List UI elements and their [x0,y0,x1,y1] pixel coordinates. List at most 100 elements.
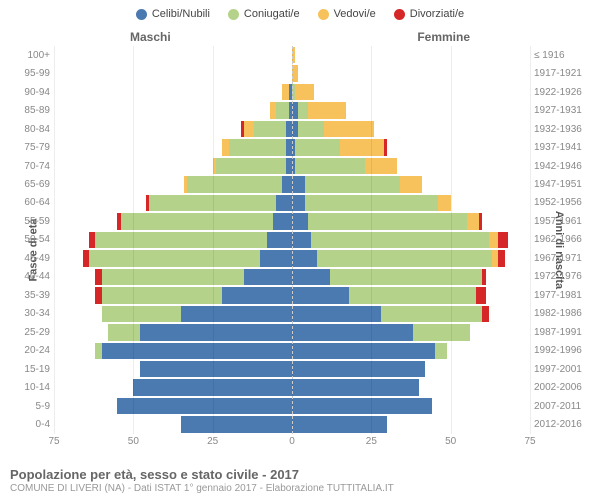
bar-segment [489,232,499,248]
age-label: 90-94 [12,87,50,98]
age-label: 75-79 [12,142,50,153]
bar-segment [413,324,470,340]
bar-segment [365,158,397,174]
grid-line [213,46,214,434]
bar-segment [140,361,292,377]
birth-year-label: 1972-1976 [534,271,590,282]
grid-line [451,46,452,434]
bar-segment [216,158,286,174]
female-bar [292,121,375,137]
bar-segment [305,176,400,192]
bar-segment [108,324,140,340]
bar-segment [282,176,292,192]
bar-segment [229,139,286,155]
grid-line [371,46,372,434]
footer-subtitle: COMUNE DI LIVERI (NA) - Dati ISTAT 1° ge… [10,483,590,494]
legend-swatch [136,9,147,20]
age-label: 20-24 [12,345,50,356]
female-bar [292,361,425,377]
grid-line [54,46,55,434]
female-bar [292,250,505,266]
female-bar [292,176,422,192]
x-tick-label: 50 [445,436,456,447]
bar-segment [95,232,266,248]
bar-segment [292,324,413,340]
x-axis: 7550250255075 [54,436,530,450]
bar-segment [381,306,483,322]
age-label: 0-4 [12,419,50,430]
male-bar [241,121,292,137]
birth-year-label: 1977-1981 [534,290,590,301]
plot-area: 100+≤ 191695-991917-192190-941922-192685… [54,46,530,434]
birth-year-label: 1917-1921 [534,68,590,79]
male-bar [95,287,292,303]
x-tick-label: 25 [366,436,377,447]
bar-segment [298,121,323,137]
female-bar [292,379,419,395]
bar-segment [292,176,305,192]
male-bar [184,176,292,192]
x-tick-label: 25 [207,436,218,447]
legend-item: Divorziati/e [394,8,464,20]
bar-segment [181,306,292,322]
birth-year-label: 1952-1956 [534,197,590,208]
birth-year-label: 2007-2011 [534,401,590,412]
female-bar [292,139,387,155]
bar-segment [292,232,311,248]
bar-segment [117,398,292,414]
male-bar [102,306,292,322]
legend-label: Vedovi/e [334,8,376,20]
bar-segment [476,287,486,303]
bar-segment [244,269,292,285]
bar-segment [292,213,308,229]
age-label: 5-9 [12,401,50,412]
age-label: 65-69 [12,179,50,190]
grid-line [530,46,531,434]
male-bar [95,343,292,359]
bar-segment [254,121,286,137]
legend-item: Coniugati/e [228,8,300,20]
bar-segment [121,213,273,229]
bar-segment [276,195,292,211]
age-label: 45-49 [12,253,50,264]
age-label: 100+ [12,50,50,61]
x-tick-label: 75 [524,436,535,447]
birth-year-label: 1947-1951 [534,179,590,190]
female-bar [292,232,508,248]
birth-year-label: 1942-1946 [534,161,590,172]
bar-segment [384,139,387,155]
age-label: 30-34 [12,308,50,319]
birth-year-label: 1982-1986 [534,308,590,319]
birth-year-label: 1932-1936 [534,124,590,135]
birth-year-label: 1987-1991 [534,327,590,338]
male-bar [95,269,292,285]
female-bar [292,84,314,100]
age-label: 40-44 [12,271,50,282]
bar-segment [89,250,260,266]
female-bar [292,306,489,322]
bar-segment [273,213,292,229]
bar-segment [102,269,245,285]
bar-segment [292,398,432,414]
age-label: 10-14 [12,382,50,393]
female-bar [292,269,486,285]
male-bar [222,139,292,155]
center-axis-line [292,46,293,434]
age-label: 15-19 [12,364,50,375]
legend: Celibi/Nubili Coniugati/e Vedovi/e Divorzia… [10,8,590,20]
x-tick-label: 0 [289,436,295,447]
age-label: 25-29 [12,327,50,338]
birth-year-label: 1927-1931 [534,105,590,116]
legend-label: Celibi/Nubili [152,8,210,20]
bar-segment [292,416,387,432]
bar-segment [292,361,425,377]
bar-segment [311,232,489,248]
male-bar [117,213,292,229]
bar-segment [276,102,289,118]
bar-segment [340,139,384,155]
bar-segment [244,121,254,137]
bar-segment [349,287,476,303]
female-bar [292,213,482,229]
female-bar [292,287,486,303]
birth-year-label: 1937-1941 [534,142,590,153]
